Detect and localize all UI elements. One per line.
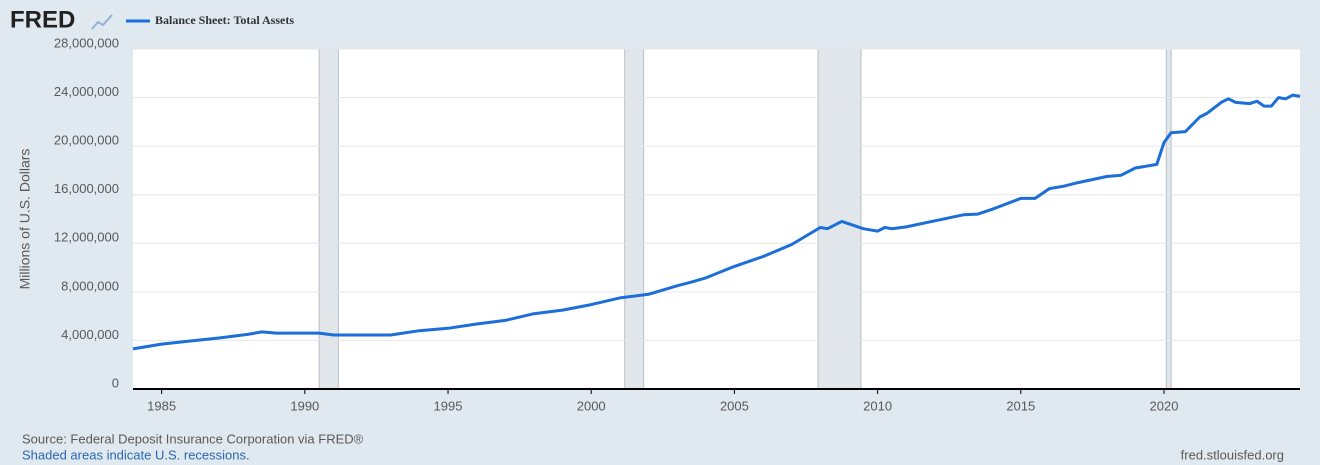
x-tick-label: 1995 bbox=[434, 398, 463, 413]
y-tick-label: 8,000,000 bbox=[61, 278, 119, 293]
x-tick-label: 2005 bbox=[720, 398, 749, 413]
logo-icon bbox=[91, 14, 113, 30]
x-tick-label: 2010 bbox=[863, 398, 892, 413]
y-tick-label: 12,000,000 bbox=[54, 230, 119, 245]
x-tick-label: 2020 bbox=[1150, 398, 1179, 413]
x-tick-label: 2015 bbox=[1006, 398, 1035, 413]
y-axis-label: Millions of U.S. Dollars bbox=[17, 149, 33, 290]
x-tick-label: 2000 bbox=[577, 398, 606, 413]
legend-label: Balance Sheet: Total Assets bbox=[155, 13, 294, 27]
recession-note: Shaded areas indicate U.S. recessions. bbox=[22, 447, 250, 462]
recession-band bbox=[1165, 48, 1172, 390]
y-tick-label: 0 bbox=[112, 375, 119, 390]
source: Source: Federal Deposit Insurance Corpor… bbox=[22, 431, 364, 446]
y-tick-label: 28,000,000 bbox=[54, 35, 119, 50]
y-tick-label: 16,000,000 bbox=[54, 181, 119, 196]
recession-band bbox=[318, 48, 339, 390]
y-tick-label: 4,000,000 bbox=[61, 327, 119, 342]
x-tick-label: 1990 bbox=[290, 398, 319, 413]
recession-band bbox=[624, 48, 645, 390]
recession-band bbox=[817, 48, 862, 390]
y-tick-label: 20,000,000 bbox=[54, 133, 119, 148]
data-line bbox=[132, 93, 1301, 351]
credit: fred.stlouisfed.org bbox=[1181, 447, 1284, 462]
plot-area bbox=[133, 49, 1300, 389]
y-tick-label: 24,000,000 bbox=[54, 84, 119, 99]
logo: FRED bbox=[10, 6, 75, 33]
x-tick-label: 1985 bbox=[147, 398, 176, 413]
